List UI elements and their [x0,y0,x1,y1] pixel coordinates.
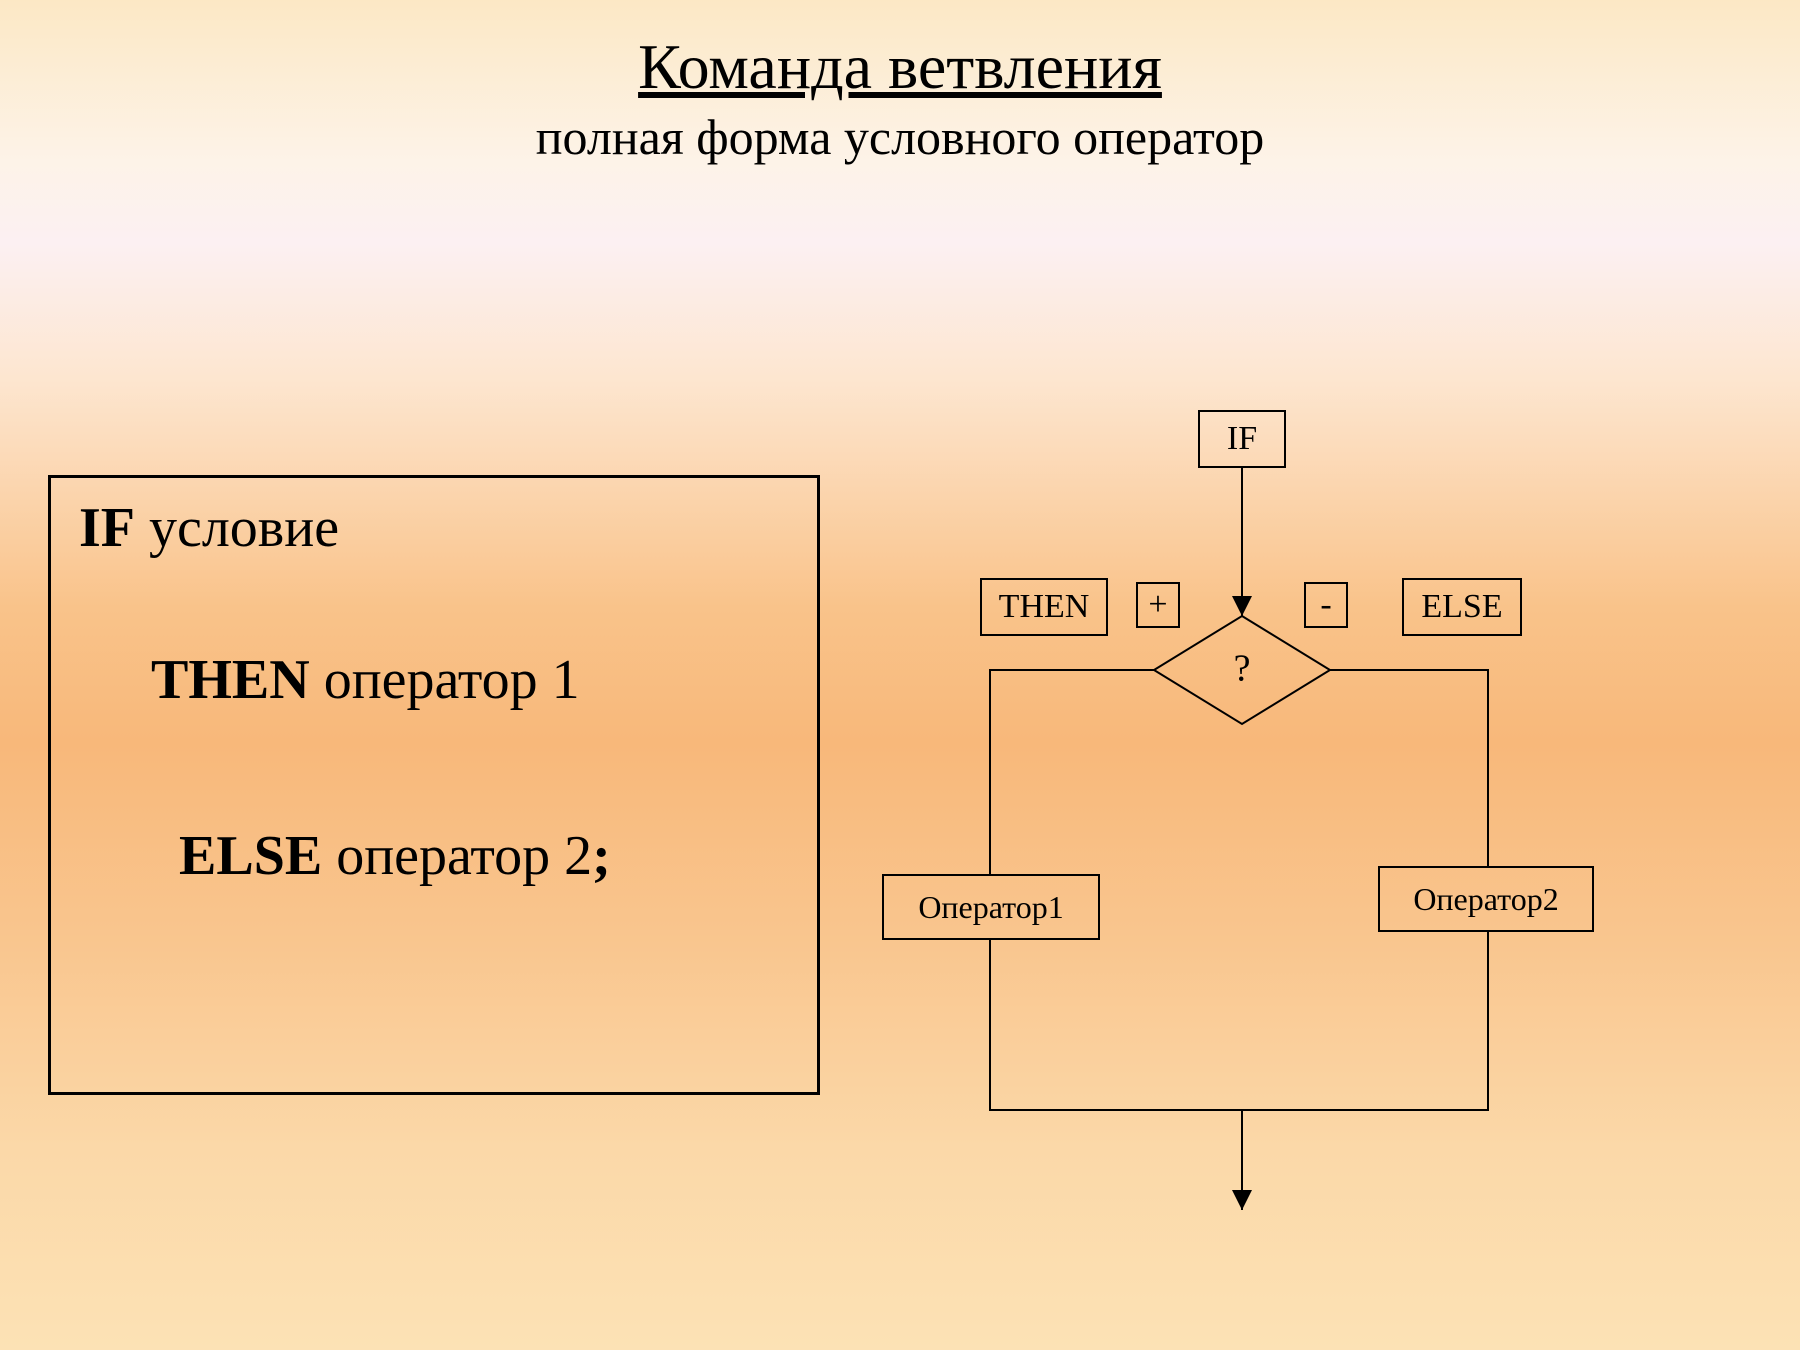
semicolon: ; [592,825,611,887]
keyword-else: ELSE [179,825,322,887]
fc-node-then-box: THEN [980,578,1108,636]
text-condition: условие [135,497,339,559]
title-block: Команда ветвления полная форма условного… [0,0,1800,166]
code-line-2: THEN оператор 1 [79,648,789,712]
keyword-then: THEN [151,649,310,711]
keyword-if: IF [79,497,135,559]
flowchart: ? IF THEN ELSE + - Оператор1 Оператор2 [880,410,1760,1230]
fc-node-else-box: ELSE [1402,578,1522,636]
code-line-3: ELSE оператор 2; [79,824,789,888]
fc-node-minus-box: - [1304,582,1348,628]
code-box: IF условие THEN оператор 1 ELSE оператор… [48,475,820,1095]
text-op2: оператор 2 [322,825,592,887]
main-title: Команда ветвления [0,30,1800,104]
fc-node-op1-box: Оператор1 [882,874,1100,940]
code-line-1: IF условие [79,496,789,560]
flowchart-svg: ? [880,410,1760,1230]
fc-node-plus-box: + [1136,582,1180,628]
subtitle: полная форма условного оператор [0,108,1800,166]
fc-node-op2-box: Оператор2 [1378,866,1594,932]
fc-node-if-box: IF [1198,410,1286,468]
svg-text:?: ? [1234,648,1251,690]
text-op1: оператор 1 [310,649,580,711]
